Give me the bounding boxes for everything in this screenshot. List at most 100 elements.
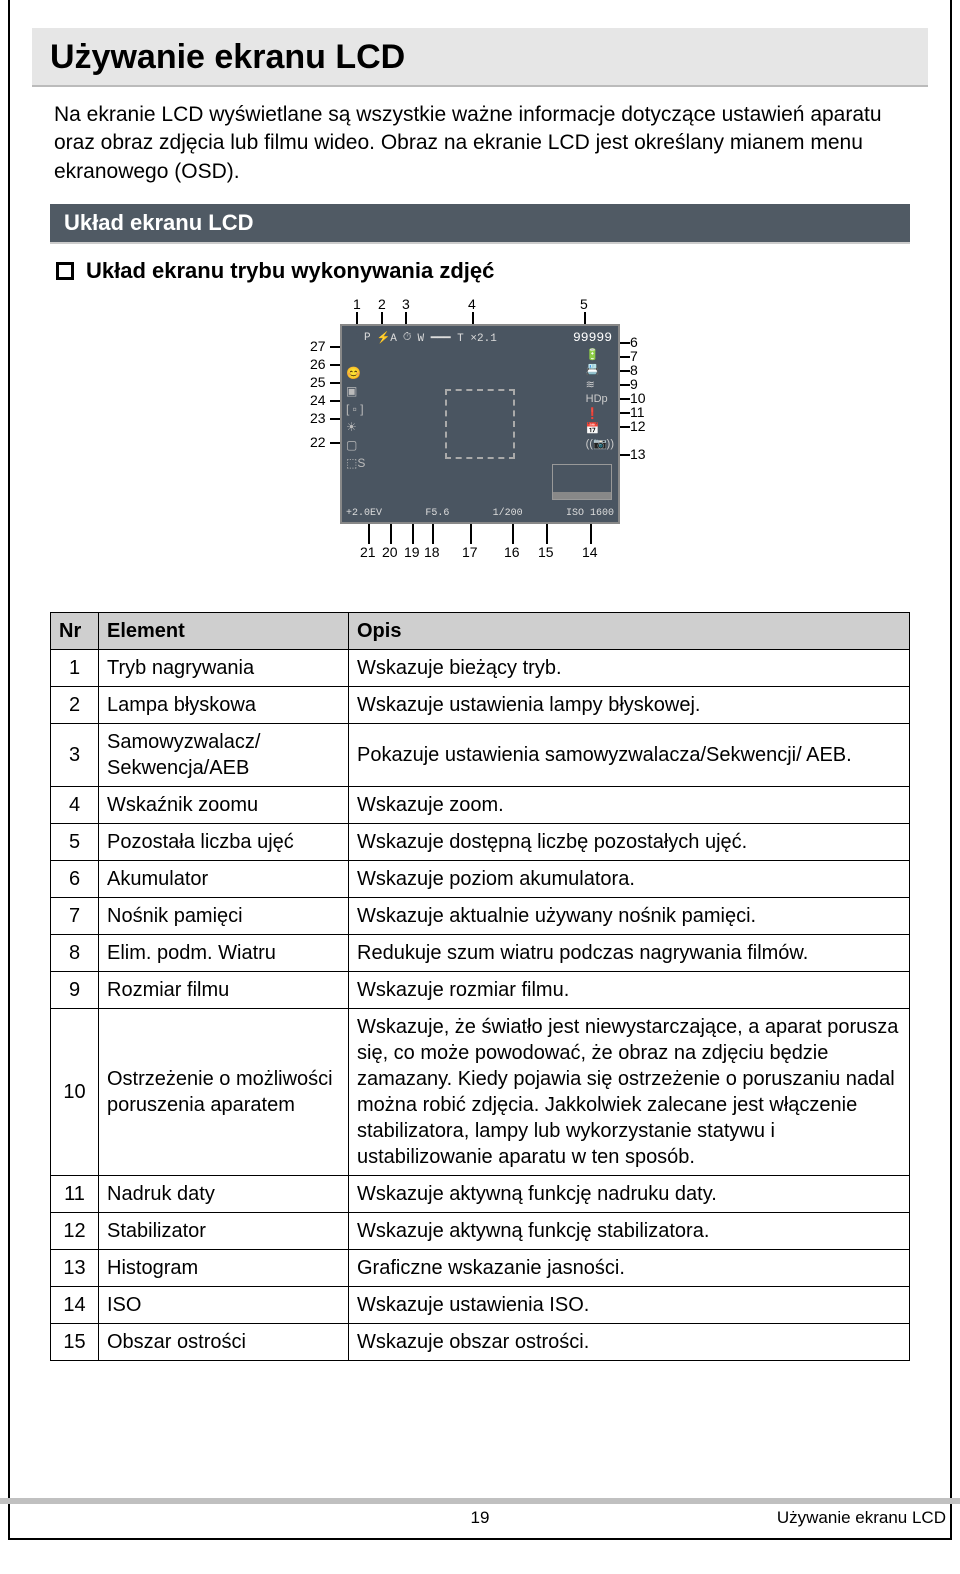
- footer-title: Używanie ekranu LCD: [777, 1508, 946, 1528]
- callout-24: 24: [310, 392, 326, 408]
- cell-element: Samowyzwalacz/ Sekwencja/AEB: [99, 724, 349, 787]
- focus-icon: [ ▫ ]: [346, 402, 365, 416]
- table-row: 12StabilizatorWskazuje aktywną funkcję s…: [51, 1213, 910, 1250]
- cell-nr: 5: [51, 824, 99, 861]
- cell-element: Wskaźnik zoomu: [99, 787, 349, 824]
- cell-element: Nośnik pamięci: [99, 898, 349, 935]
- callout-16: 16: [504, 544, 520, 560]
- cell-nr: 13: [51, 1250, 99, 1287]
- cell-desc: Wskazuje aktualnie używany nośnik pamięc…: [349, 898, 910, 935]
- lcd-diagram: 1 2 3 4 5 27 26 25 24 23 22 6: [210, 294, 750, 594]
- lcd-screen: P ⚡A ⏱ W ━━━ T ×2.1 99999 🔋 📇 ≋ HDp ❗ 📅 …: [340, 324, 620, 524]
- s-icon: ⬚S: [346, 456, 365, 470]
- elements-table: Nr Element Opis 1Tryb nagrywaniaWskazuje…: [50, 612, 910, 1361]
- meter-icon: ▣: [346, 384, 365, 398]
- callout-26: 26: [310, 356, 326, 372]
- table-row: 10Ostrzeżenie o możliwości poruszenia ap…: [51, 1009, 910, 1176]
- cell-element: Lampa błyskowa: [99, 687, 349, 724]
- cell-desc: Wskazuje obszar ostrości.: [349, 1324, 910, 1361]
- table-row: 13HistogramGraficzne wskazanie jasności.: [51, 1250, 910, 1287]
- cell-nr: 1: [51, 650, 99, 687]
- section-heading: Układ ekranu LCD: [50, 204, 910, 244]
- cell-nr: 2: [51, 687, 99, 724]
- cell-desc: Wskazuje bieżący tryb.: [349, 650, 910, 687]
- cell-nr: 9: [51, 972, 99, 1009]
- cell-nr: 3: [51, 724, 99, 787]
- cell-element: Akumulator: [99, 861, 349, 898]
- lcd-mode: P: [364, 332, 371, 344]
- cell-nr: 14: [51, 1287, 99, 1324]
- date-icon: 📅: [586, 422, 614, 435]
- cell-nr: 10: [51, 1009, 99, 1176]
- cell-nr: 15: [51, 1324, 99, 1361]
- table-row: 4Wskaźnik zoomuWskazuje zoom.: [51, 787, 910, 824]
- callout-12: 12: [630, 418, 646, 434]
- table-row: 14ISOWskazuje ustawienia ISO.: [51, 1287, 910, 1324]
- lcd-shutter: 1/200: [493, 508, 523, 519]
- callout-15: 15: [538, 544, 554, 560]
- intro-text: Na ekranie LCD wyświetlane są wszystkie …: [54, 101, 906, 186]
- callout-22: 22: [310, 434, 326, 450]
- timer-icon: ⏱: [403, 332, 412, 344]
- lcd-zoom: W ━━━ T ×2.1: [418, 331, 497, 345]
- hd-icon: HDp: [586, 393, 614, 405]
- page-title: Używanie ekranu LCD: [50, 38, 910, 77]
- cell-desc: Wskazuje dostępną liczbę pozostałych uję…: [349, 824, 910, 861]
- callout-14: 14: [582, 544, 598, 560]
- callout-25: 25: [310, 374, 326, 390]
- cell-element: Rozmiar filmu: [99, 972, 349, 1009]
- histogram-icon: [552, 464, 612, 500]
- callout-23: 23: [310, 410, 326, 426]
- callout-18: 18: [424, 544, 440, 560]
- footer-divider: [0, 1498, 960, 1504]
- table-row: 3Samowyzwalacz/ Sekwencja/AEBPokazuje us…: [51, 724, 910, 787]
- callout-19: 19: [404, 544, 420, 560]
- cell-element: Stabilizator: [99, 1213, 349, 1250]
- cell-desc: Pokazuje ustawienia samowyzwalacza/Sekwe…: [349, 724, 910, 787]
- table-row: 2Lampa błyskowaWskazuje ustawienia lampy…: [51, 687, 910, 724]
- table-row: 8Elim. podm. WiatruRedukuje szum wiatru …: [51, 935, 910, 972]
- callout-21: 21: [360, 544, 376, 560]
- cell-element: Ostrzeżenie o możliwości poruszenia apar…: [99, 1009, 349, 1176]
- callout-2: 2: [378, 296, 386, 312]
- callout-17: 17: [462, 544, 478, 560]
- drive-icon: ▢: [346, 438, 365, 452]
- cell-nr: 8: [51, 935, 99, 972]
- bullet-icon: [56, 262, 74, 280]
- th-desc: Opis: [349, 613, 910, 650]
- cell-nr: 6: [51, 861, 99, 898]
- table-row: 7Nośnik pamięciWskazuje aktualnie używan…: [51, 898, 910, 935]
- cell-element: Obszar ostrości: [99, 1324, 349, 1361]
- wb-icon: ☀: [346, 420, 365, 434]
- cell-nr: 11: [51, 1176, 99, 1213]
- cell-desc: Graficzne wskazanie jasności.: [349, 1250, 910, 1287]
- cell-desc: Wskazuje rozmiar filmu.: [349, 972, 910, 1009]
- cell-nr: 7: [51, 898, 99, 935]
- callout-4: 4: [468, 296, 476, 312]
- warn-icon: ❗: [586, 407, 614, 420]
- cell-desc: Wskazuje poziom akumulatora.: [349, 861, 910, 898]
- cell-nr: 4: [51, 787, 99, 824]
- subheading: Układ ekranu trybu wykonywania zdjęć: [86, 258, 494, 284]
- table-row: 15Obszar ostrościWskazuje obszar ostrośc…: [51, 1324, 910, 1361]
- af-frame-icon: [445, 389, 515, 459]
- cell-desc: Redukuje szum wiatru podczas nagrywania …: [349, 935, 910, 972]
- cell-desc: Wskazuje zoom.: [349, 787, 910, 824]
- stab-icon: ((📷)): [586, 437, 614, 450]
- callout-1: 1: [353, 296, 361, 312]
- cell-element: Pozostała liczba ujęć: [99, 824, 349, 861]
- lcd-ev: +2.0EV: [346, 508, 382, 519]
- cell-element: Elim. podm. Wiatru: [99, 935, 349, 972]
- table-row: 5Pozostała liczba ujęćWskazuje dostępną …: [51, 824, 910, 861]
- lcd-iso: ISO 1600: [566, 508, 614, 519]
- callout-27: 27: [310, 338, 326, 354]
- cell-nr: 12: [51, 1213, 99, 1250]
- cell-element: Histogram: [99, 1250, 349, 1287]
- th-element: Element: [99, 613, 349, 650]
- page-number: 19: [471, 1508, 490, 1528]
- cell-desc: Wskazuje ustawienia lampy błyskowej.: [349, 687, 910, 724]
- table-row: 6AkumulatorWskazuje poziom akumulatora.: [51, 861, 910, 898]
- lcd-count: 99999: [573, 330, 612, 345]
- cell-element: ISO: [99, 1287, 349, 1324]
- face-icon: 😊: [346, 366, 365, 380]
